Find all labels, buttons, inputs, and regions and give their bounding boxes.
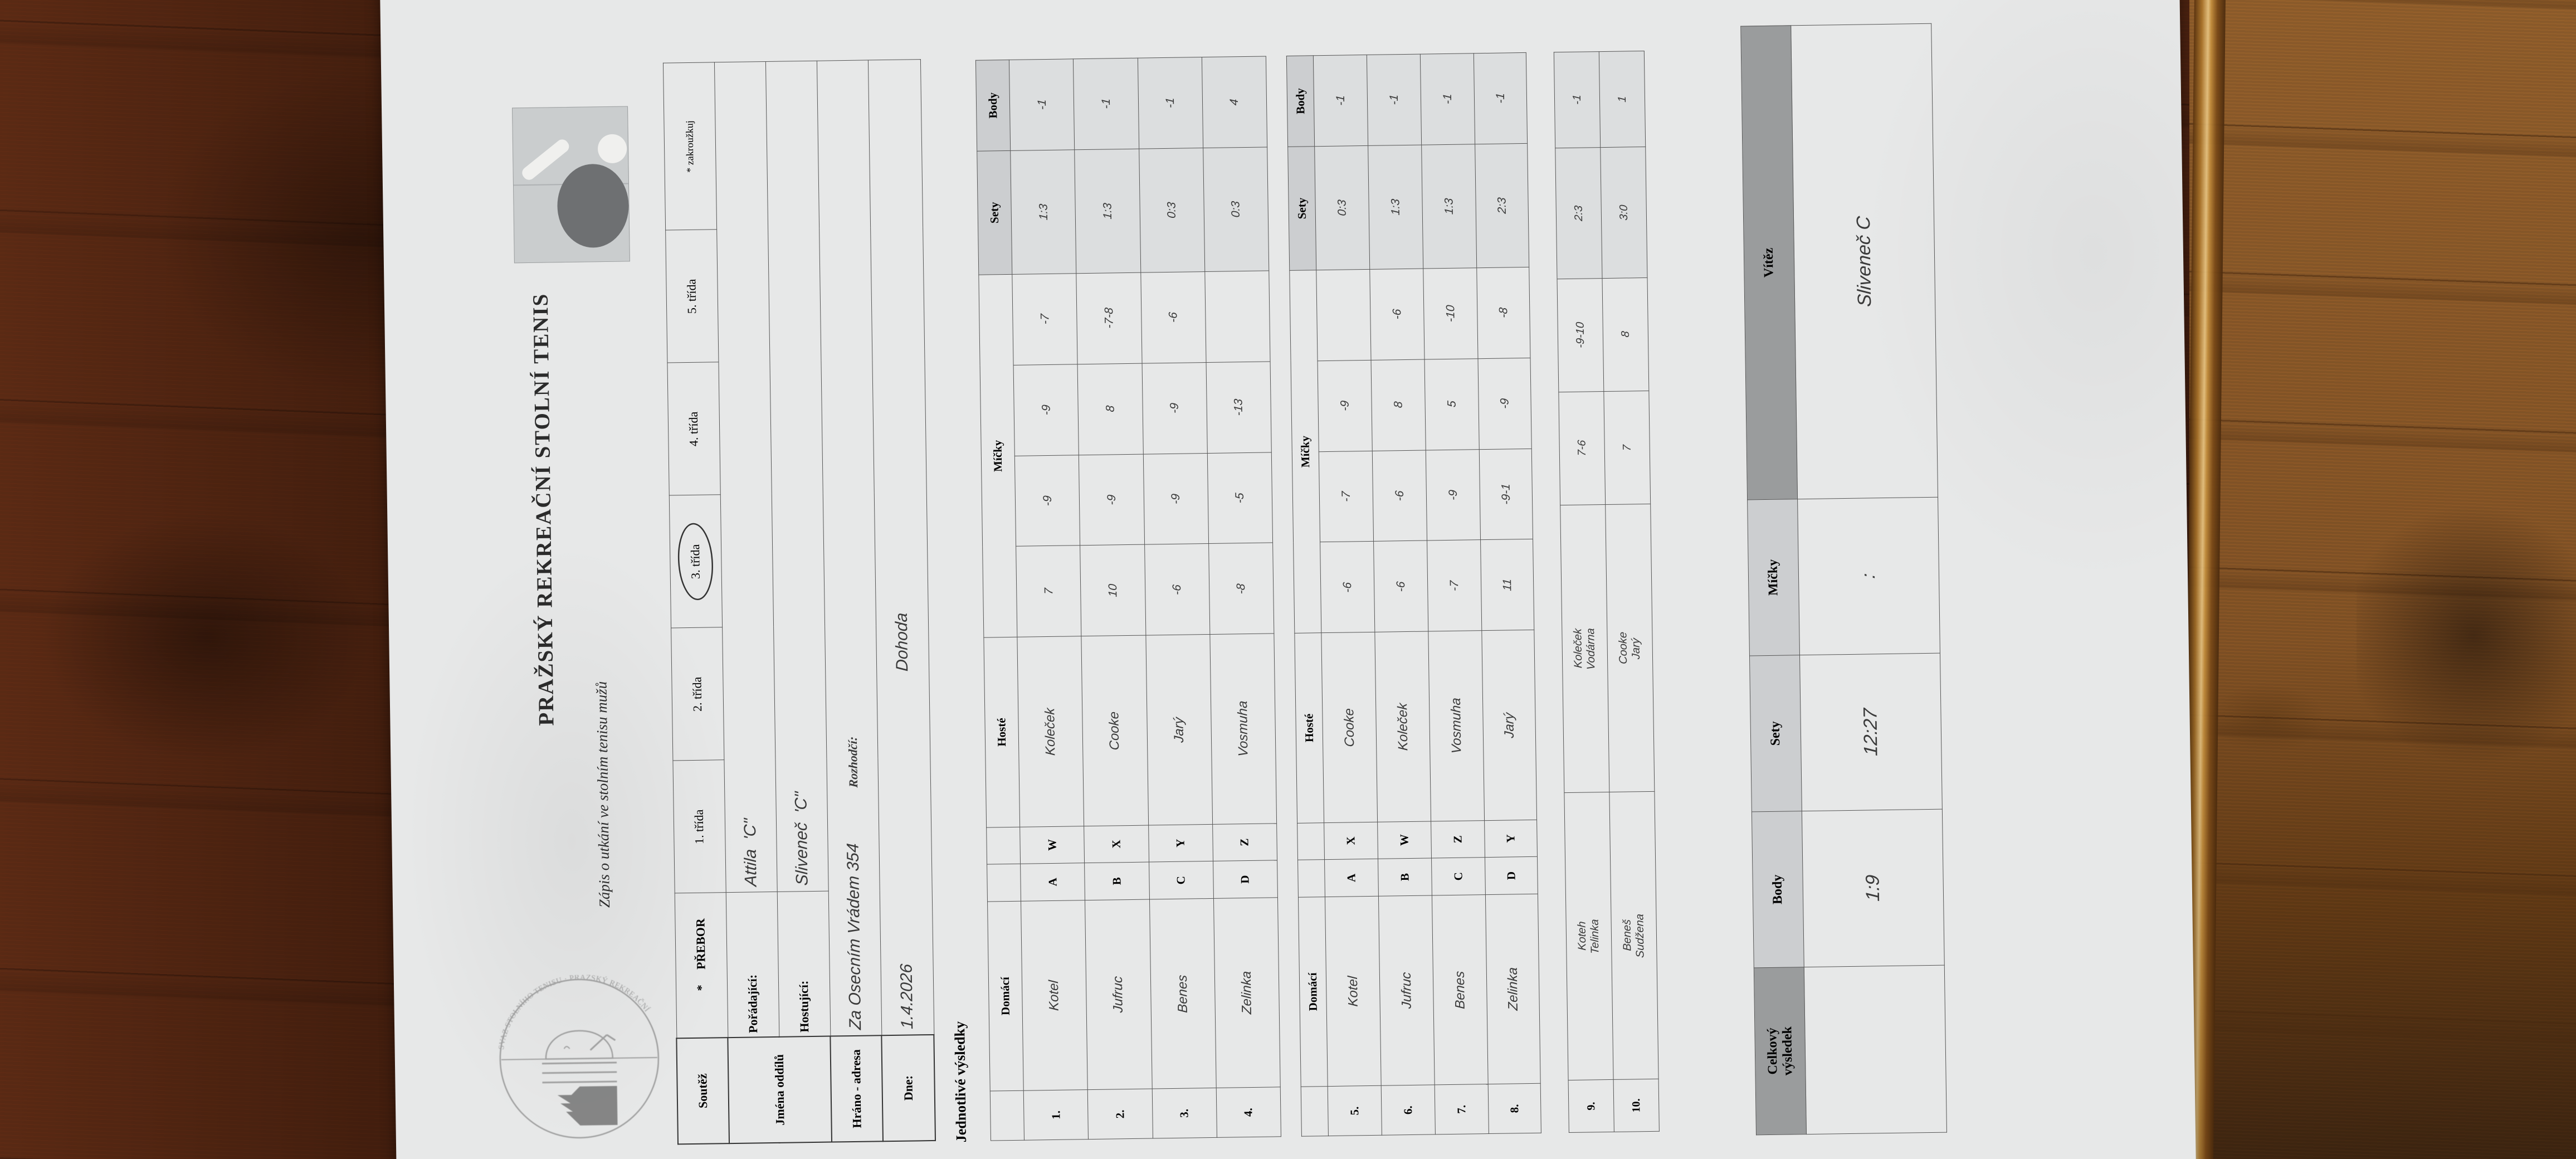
svg-text:SVAZ STOLNÍHO TENISU · PRAŽSKÝ: SVAZ STOLNÍHO TENISU · PRAŽSKÝ REKREAČNÍ bbox=[497, 974, 652, 1050]
